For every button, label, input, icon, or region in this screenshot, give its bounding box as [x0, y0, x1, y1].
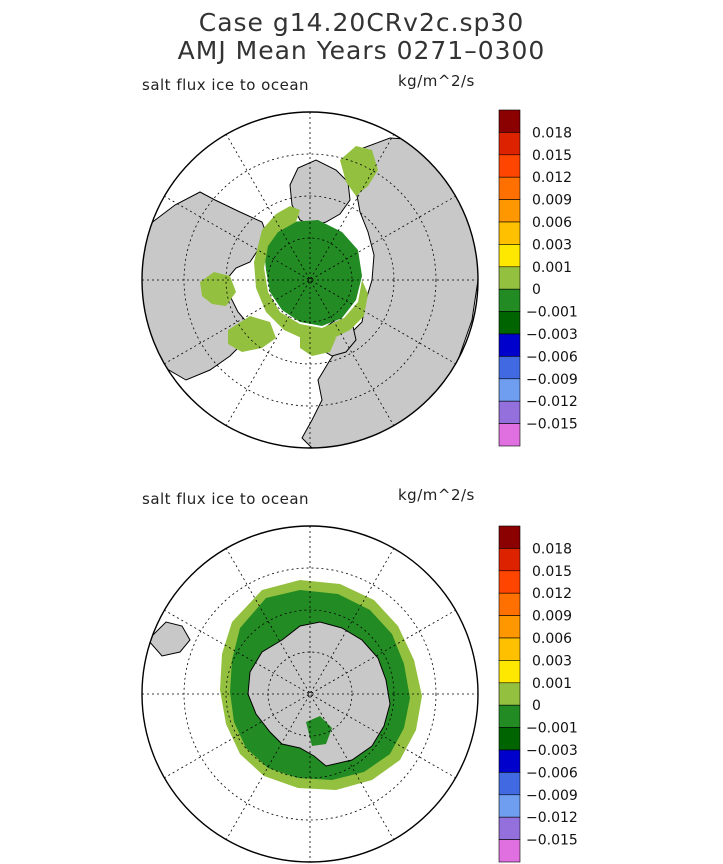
south-america-tip-landmass [147, 621, 191, 657]
greenland-sea-margin-positive [340, 146, 378, 196]
south-colorbar-swatch [498, 570, 521, 594]
north-polar-map [141, 111, 479, 449]
north-colorbar-swatch [498, 154, 521, 178]
north-colorbar-swatch [498, 221, 521, 245]
south-colorbar-tick-label: 0.012 [532, 586, 572, 602]
south-colorbar-swatch [498, 772, 521, 796]
south-colorbar-swatch [498, 525, 521, 549]
north-colorbar-tick-label: 0 [532, 282, 541, 298]
labrador-sea-positive [228, 316, 276, 352]
north-colorbar-swatch [498, 423, 521, 447]
north-meridians [142, 112, 478, 448]
south-colorbar-swatch [498, 660, 521, 684]
north-map-border [141, 111, 479, 449]
south-colorbar-tick-label: −0.012 [526, 810, 578, 826]
south-colorbar-swatch [498, 816, 521, 840]
north-colorbar-tick-label: −0.003 [526, 327, 578, 343]
ross-sea-ice [306, 716, 332, 746]
south-colorbar-tick-label: 0.009 [532, 609, 572, 625]
south-units-label: kg/m^2/s [398, 486, 475, 504]
south-colorbar-tick-label: 0.003 [532, 653, 572, 669]
north-colorbar-tick-label: −0.015 [526, 417, 578, 433]
barents-sea-positive [300, 330, 336, 356]
south-colorbar-swatch [498, 615, 521, 639]
north-colorbar-tick-label: 0.003 [532, 237, 572, 253]
south-map-border [141, 525, 479, 863]
north-units-label: kg/m^2/s [398, 72, 475, 90]
north-colorbar-swatch [498, 176, 521, 200]
south-colorbar-tick-label: −0.009 [526, 788, 578, 804]
north-colorbar-swatch [498, 333, 521, 357]
greenland-landmass [289, 159, 351, 227]
south-colorbar-tick-label: 0.001 [532, 676, 572, 692]
figure-title-case: Case g14.20CRv2c.sp30 [198, 8, 525, 37]
south-colorbar-swatch [498, 548, 521, 572]
figure-title-period: AMJ Mean Years 0271–0300 [177, 36, 546, 65]
north-colorbar-swatch [498, 109, 521, 133]
north-colorbar-swatch [498, 400, 521, 424]
south-polar-map [141, 525, 479, 863]
north-colorbar-tick-label: 0.006 [532, 215, 572, 231]
south-colorbar-tick-label: 0.006 [532, 631, 572, 647]
north-colorbar-tick-label: 0.009 [532, 193, 572, 209]
south-variable-label: salt flux ice to ocean [142, 490, 310, 508]
north-colorbar: 0.018 0.015 0.012 0.009 0.006 0.003 0.001 0 −0.0… [498, 109, 578, 447]
south-colorbar-tick-label: 0.018 [532, 541, 572, 557]
north-colorbar-tick-label: −0.006 [526, 349, 578, 365]
north-colorbar-tick-label: 0.018 [532, 125, 572, 141]
south-colorbar-tick-label: −0.015 [526, 833, 578, 849]
north-colorbar-tick-label: 0.012 [532, 170, 572, 186]
north-colorbar-tick-label: −0.009 [526, 372, 578, 388]
north-colorbar-swatch [498, 132, 521, 156]
hudson-bay-positive [200, 272, 236, 306]
south-colorbar-swatch [498, 637, 521, 661]
north-colorbar-swatch [498, 266, 521, 290]
south-colorbar-swatch [498, 727, 521, 751]
south-colorbar-tick-label: −0.003 [526, 743, 578, 759]
south-meridians [142, 526, 478, 862]
north-colorbar-swatch [498, 244, 521, 268]
south-colorbar-tick-label: 0.015 [532, 564, 572, 580]
south-colorbar: 0.018 0.015 0.012 0.009 0.006 0.003 0.001 0 −0.0… [498, 525, 578, 863]
south-colorbar-tick-label: −0.001 [526, 721, 578, 737]
north-colorbar-swatch [498, 311, 521, 335]
north-colorbar-swatch [498, 288, 521, 312]
south-colorbar-swatch [498, 749, 521, 773]
north-colorbar-swatch [498, 356, 521, 380]
north-colorbar-tick-label: −0.012 [526, 394, 578, 410]
north-colorbar-tick-label: 0.001 [532, 260, 572, 276]
south-colorbar-swatch [498, 682, 521, 706]
north-colorbar-swatch [498, 378, 521, 402]
south-colorbar-tick-label: 0 [532, 698, 541, 714]
north-variable-label: salt flux ice to ocean [142, 76, 310, 94]
north-colorbar-tick-label: 0.015 [532, 148, 572, 164]
arctic-ice-core-negative [264, 220, 362, 326]
south-colorbar-swatch [498, 839, 521, 863]
south-colorbar-swatch [498, 704, 521, 728]
north-colorbar-tick-label: −0.001 [526, 305, 578, 321]
south-colorbar-swatch [498, 592, 521, 616]
south-colorbar-tick-label: −0.006 [526, 765, 578, 781]
north-colorbar-swatch [498, 199, 521, 223]
south-colorbar-swatch [498, 794, 521, 818]
